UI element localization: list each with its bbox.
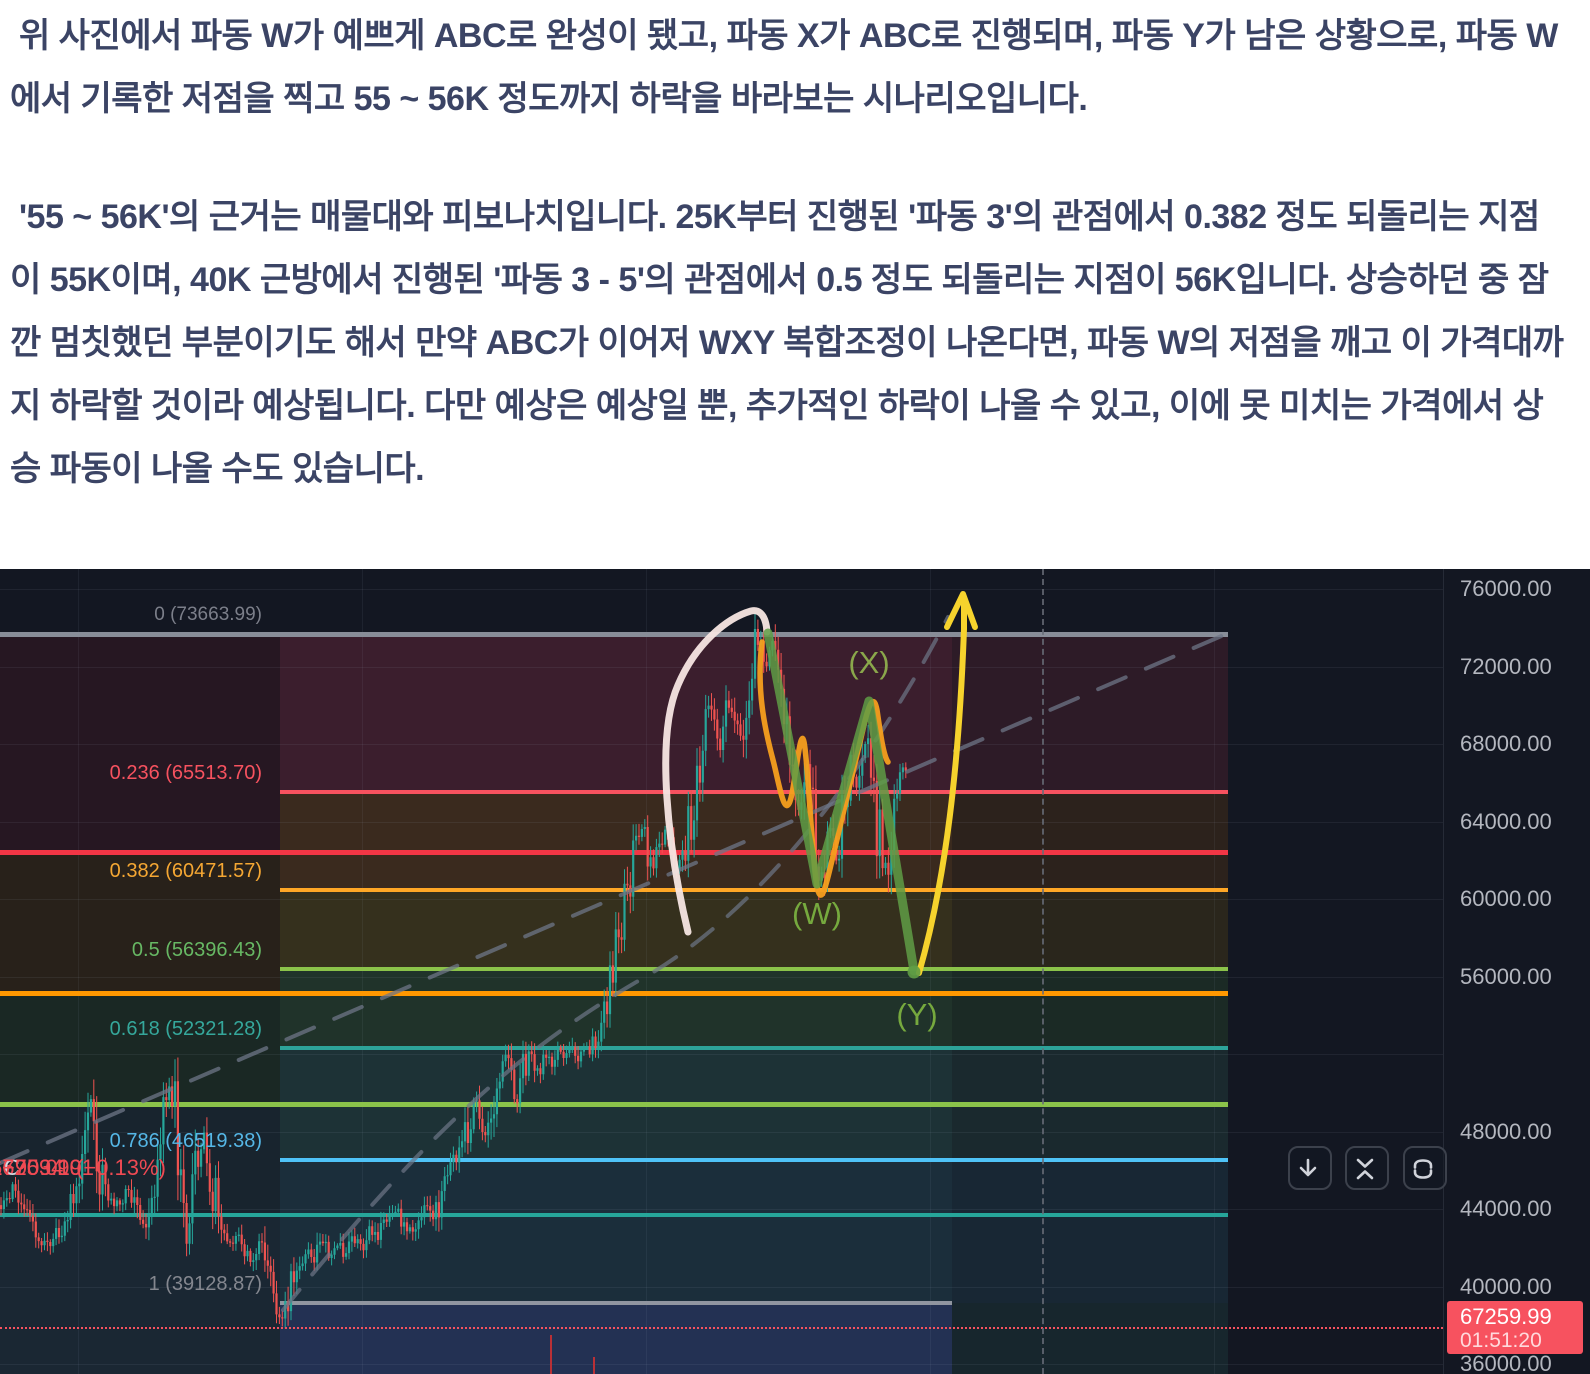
fib-level-label: 1 (39128.87) — [148, 1273, 262, 1296]
fib-level-label: 0.786 (46519.38) — [109, 1130, 262, 1153]
dashed-trendline-steep — [281, 615, 950, 1312]
green-zigzag-wxy — [763, 628, 919, 976]
scroll-to-latest-button[interactable] — [1288, 1146, 1332, 1190]
maximize-pane-button[interactable] — [1402, 1146, 1447, 1190]
vertical-dashed-separator — [1042, 569, 1044, 1374]
fib-band-fill — [0, 1104, 280, 1216]
fib-level-label: 0 (73663.99) — [154, 604, 262, 626]
ohlc-close-label: C — [4, 1155, 20, 1180]
maximize-brackets-icon — [1413, 1159, 1433, 1179]
analysis-paragraph-1: 위 사진에서 파동 W가 예쁘게 ABC로 완성이 됐고, 파동 X가 ABC로… — [10, 17, 1558, 118]
price-axis-tick: 64000.00 — [1460, 808, 1552, 834]
stray-wick-mark — [593, 1357, 595, 1374]
fib-band-fill — [952, 1160, 1228, 1304]
fib-level-line — [0, 631, 1228, 637]
ohlc-change-value: −90.01 (−0.13%) — [2, 1155, 166, 1180]
ohlc-close-value: 67259.99 — [0, 1155, 82, 1180]
collapse-pane-button[interactable] — [1345, 1146, 1390, 1190]
wave-label-w: (W) — [792, 896, 842, 931]
fib-band-fill — [280, 1160, 952, 1304]
grid-line-vertical — [78, 569, 79, 1374]
horizontal-ray-line — [0, 1213, 1228, 1218]
grid-line-horizontal — [0, 1364, 1443, 1365]
grid-line-vertical — [930, 569, 931, 1374]
fib-band-fill — [280, 634, 952, 793]
fib-band-fill — [0, 634, 280, 853]
stray-wick-mark — [550, 1335, 552, 1374]
fib-level-label: 0.5 (56396.43) — [131, 938, 262, 961]
grid-line-vertical — [646, 569, 647, 1374]
yellow-arrow-head — [944, 591, 978, 630]
price-axis-tick: 56000.00 — [1460, 963, 1552, 989]
fib-band-fill — [952, 1303, 1228, 1374]
price-axis-tick: 60000.00 — [1460, 886, 1552, 911]
grid-line-horizontal — [0, 744, 1443, 745]
grid-line-horizontal — [0, 1054, 1443, 1055]
fib-level-label: 0.382 (60471.57) — [109, 859, 262, 882]
ohlc-low-value: L67034.01 — [0, 1155, 94, 1180]
collapse-chevrons-icon — [1357, 1158, 1374, 1180]
fib-level-line — [280, 1158, 1228, 1163]
trading-chart[interactable]: L67034.01C67259.99−90.01 (−0.13%) 0 (736… — [0, 569, 1590, 1374]
grid-line-horizontal — [0, 589, 1443, 590]
fib-level-line — [280, 790, 1228, 795]
grid-line-horizontal — [0, 976, 1443, 978]
fib-level-line — [280, 1301, 952, 1306]
grid-line-horizontal — [0, 821, 1443, 823]
last-price-value: 67259.99 — [1460, 1304, 1552, 1329]
fib-level-label: 0.618 (52321.28) — [109, 1017, 262, 1040]
yellow-arrow-shaft — [916, 600, 967, 976]
price-axis-border — [1443, 569, 1444, 1374]
fib-labels-layer: 0 (73663.99) 0.236 (65513.70) 0.382 (60471… — [0, 569, 1590, 1374]
fib-band-fill — [0, 993, 280, 1105]
fib-level-line — [280, 1045, 1228, 1050]
hand-drawn-annotations — [0, 591, 1242, 1312]
fib-band-fill — [952, 968, 1228, 1048]
price-axis[interactable]: 76000.00 72000.00 68000.00 64000.00 60000.00… — [0, 569, 1590, 1374]
zigzag-end-dot — [907, 965, 921, 979]
fib-level-line — [280, 887, 1228, 892]
horizontal-ray-line — [0, 1101, 1228, 1107]
white-curve-arrow — [662, 607, 771, 936]
grid-line-vertical — [1214, 569, 1215, 1374]
wave-label-x: (X) — [848, 645, 890, 680]
price-axis-tick: 68000.00 — [1460, 731, 1552, 756]
current-price-dotted-line — [0, 1327, 1443, 1329]
grid-line-vertical — [362, 569, 363, 1374]
pane-toolbar — [1288, 1146, 1456, 1190]
candle-countdown-timer: 01:51:20 — [1460, 1329, 1542, 1352]
analysis-paragraph-2: '55 ~ 56K'의 근거는 매물대와 피보나치입니다. 25K부터 진행된 … — [10, 198, 1564, 488]
down-arrow-icon — [1299, 1158, 1317, 1177]
fib-band-fill — [280, 1303, 952, 1374]
horizontal-ray-line — [0, 850, 1228, 855]
grid-line-horizontal — [0, 1209, 1443, 1210]
fib-band-fill — [952, 792, 1228, 890]
grid-line-horizontal — [0, 899, 1443, 900]
dashed-trendline-long — [0, 626, 1242, 1165]
fib-level-label: 0.236 (65513.70) — [109, 762, 262, 785]
price-axis-tick: 48000.00 — [1460, 1118, 1552, 1144]
price-axis-tick: 36000.00 — [1460, 1351, 1552, 1374]
fib-band-fill — [952, 634, 1228, 793]
analysis-text-block: 위 사진에서 파동 W가 예쁘게 ABC로 완성이 됐고, 파동 X가 ABC로… — [0, 0, 1590, 501]
price-axis-tick: 72000.00 — [1460, 653, 1552, 679]
grid-line-horizontal — [0, 1286, 1443, 1288]
chart-grid — [0, 569, 1590, 1374]
fib-band-fill — [952, 889, 1228, 969]
price-axis-tick: 76000.00 — [1460, 576, 1552, 601]
last-price-bubble: 67259.99 01:51:20 — [1447, 1301, 1583, 1354]
price-axis-tick: 40000.00 — [1460, 1273, 1552, 1299]
price-axis-tick: 44000.00 — [1460, 1196, 1552, 1221]
fib-level-line — [280, 966, 1228, 971]
fib-band-fill — [0, 852, 280, 994]
grid-line-horizontal — [0, 1131, 1443, 1133]
wave-label-y: (Y) — [896, 997, 938, 1032]
grid-line-horizontal — [0, 666, 1443, 668]
